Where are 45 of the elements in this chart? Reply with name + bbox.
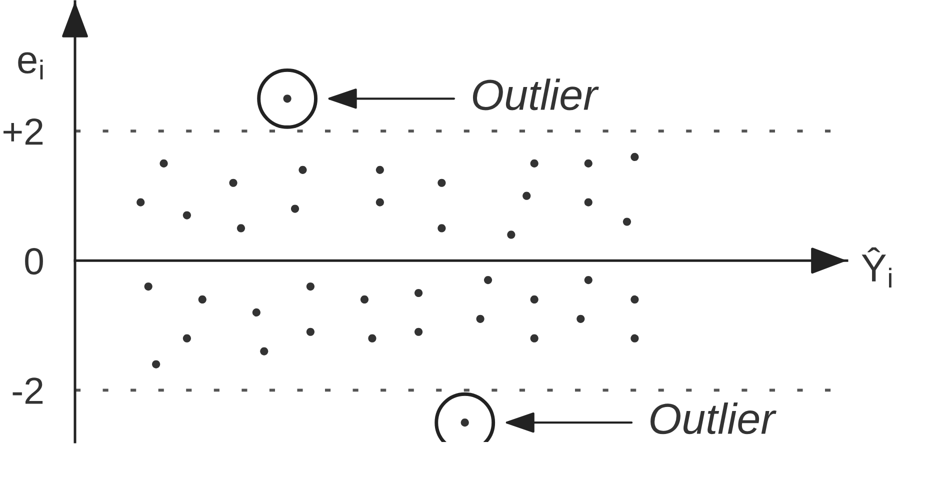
- point: [152, 360, 160, 368]
- point: [584, 276, 592, 284]
- point: [507, 230, 516, 239]
- point: [584, 159, 592, 168]
- point: [438, 178, 446, 187]
- point: [290, 204, 300, 213]
- x-axis-title: Ŷ$_{i}$: [862, 247, 892, 288]
- point: [630, 334, 639, 342]
- y-tick-label: 0: [25, 248, 43, 275]
- point: [160, 159, 168, 168]
- point: [368, 334, 376, 342]
- point: [530, 295, 538, 304]
- point: [376, 198, 384, 206]
- point: [622, 218, 632, 226]
- point: [484, 276, 492, 284]
- point: [438, 224, 446, 232]
- point: [182, 211, 191, 220]
- point: [414, 288, 423, 298]
- y-axis-title: e$_{i}$: [18, 52, 43, 80]
- point: [306, 328, 315, 336]
- annotation: Outlier: [472, 78, 599, 110]
- annotation: Outlier: [650, 402, 776, 434]
- point: [414, 328, 423, 336]
- point: [630, 295, 639, 304]
- point: [576, 314, 585, 323]
- point: [252, 308, 260, 316]
- point: [584, 198, 592, 206]
- y-tick-label: -2: [12, 378, 43, 404]
- point: [306, 282, 315, 291]
- point: [136, 198, 145, 206]
- point: [530, 334, 538, 342]
- point: [182, 334, 191, 342]
- y-tick-label: +2: [4, 118, 43, 145]
- point: [144, 282, 152, 291]
- point: [298, 166, 307, 174]
- point: [229, 178, 238, 187]
- point: [360, 295, 369, 304]
- point: [260, 347, 268, 356]
- point: [198, 295, 206, 304]
- point: [630, 152, 639, 162]
- point: [236, 224, 246, 232]
- point: [476, 314, 484, 323]
- point: [522, 192, 531, 200]
- point: [376, 166, 384, 174]
- point: [530, 159, 538, 168]
